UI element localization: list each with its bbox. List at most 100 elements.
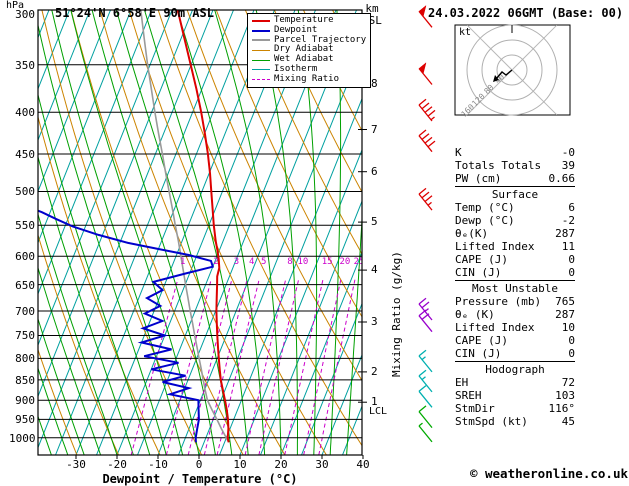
wind-barb <box>418 187 433 211</box>
stat-label: Dewp (°C) <box>455 214 515 227</box>
pressure-tick-label: 450 <box>15 148 35 162</box>
legend-label: Wet Adiabat <box>274 54 334 65</box>
stat-label: StmDir <box>455 402 495 415</box>
stat-value: 0 <box>568 334 575 347</box>
stat-label: Temp (°C) <box>455 201 515 214</box>
temp-axis-label: Dewpoint / Temperature (°C) <box>102 472 298 486</box>
stats-section: Hodograph EH 72 SREH 103 StmDir 116° StmSpd (kt… <box>455 361 575 428</box>
km-tick-label: 2 <box>371 364 378 378</box>
legend-item-mixing-ratio: Mixing Ratio <box>252 73 366 85</box>
stat-value: -2 <box>561 214 575 227</box>
stat-value: 0 <box>568 347 575 360</box>
stat-value: 72 <box>561 376 575 389</box>
pressure-tick-label: 950 <box>15 413 35 427</box>
km-tick-label: 5 <box>371 215 378 229</box>
legend-item-wet-adiabat: Wet Adiabat <box>252 54 366 65</box>
stat-row: Lifted Index 10 <box>455 321 575 334</box>
stat-label: θₑ(K) <box>455 227 489 240</box>
pressure-tick-label: 650 <box>15 278 35 292</box>
km-tick-label: 6 <box>371 164 378 178</box>
mixing-ratio-value-label: 15 <box>322 257 333 267</box>
stat-row: Temp (°C) 6 <box>455 201 575 214</box>
temp-tick-label: 0 <box>195 458 203 471</box>
km-tick-label: 4 <box>371 263 378 277</box>
stat-label: K <box>455 146 462 159</box>
mixing-ratio-value-label: 10 <box>297 257 308 267</box>
stat-row: Dewp (°C) -2 <box>455 214 575 227</box>
legend-swatch <box>252 79 270 81</box>
legend-label: Isotherm <box>274 63 318 74</box>
hodograph-kt-label: kt <box>459 27 472 38</box>
mixing-ratio-value-label: 8 <box>287 257 292 267</box>
stat-label: Pressure (mb) <box>455 295 542 308</box>
profiles: 1 2 3 4 5 8 10 15 20 25 <box>38 10 362 443</box>
stat-value: 287 <box>555 308 575 321</box>
legend-label: Temperature <box>274 15 334 25</box>
legend-swatch <box>252 29 270 32</box>
stat-row: EH 72 <box>455 376 575 389</box>
stat-value: 10 <box>561 321 575 334</box>
wind-barb <box>418 422 433 443</box>
stat-label: PW (cm) <box>455 172 502 185</box>
wind-barb <box>418 369 433 393</box>
stat-label: Lifted Index <box>455 240 535 253</box>
stat-label: CIN (J) <box>455 266 502 279</box>
pressure-tick-label: 750 <box>15 329 35 343</box>
stat-row: StmDir 116° <box>455 402 575 415</box>
legend-item-dewpoint: Dewpoint <box>252 24 366 36</box>
stat-row: CAPE (J) 0 <box>455 253 575 266</box>
legend-label: Mixing Ratio <box>274 73 340 84</box>
wet-adiabat-lines <box>38 10 362 455</box>
stat-label: StmSpd (kt) <box>455 415 528 428</box>
wind-barb <box>418 405 433 429</box>
km-tick-label: 7 <box>371 122 378 136</box>
temperature-curve <box>176 10 230 443</box>
km-unit-label: km <box>365 2 379 15</box>
wind-barb <box>418 62 433 85</box>
stat-label: EH <box>455 376 469 389</box>
copyright-text: © weatheronline.co.uk <box>469 466 628 481</box>
wind-barb <box>418 349 433 373</box>
wind-barb <box>418 4 433 28</box>
stat-value: 103 <box>555 389 575 402</box>
mixing-ratio-value-label: 20 <box>339 257 350 267</box>
parcel-trajectory-curve <box>140 10 230 443</box>
dry-adiabat-lines <box>38 10 362 455</box>
stat-row: StmSpd (kt) 45 <box>455 415 575 428</box>
pressure-tick-label: 400 <box>15 106 35 120</box>
pressure-tick-label: 350 <box>15 58 35 72</box>
stat-row: SREH 103 <box>455 389 575 402</box>
legend-label: Parcel Trajectory <box>274 34 367 45</box>
legend-swatch <box>252 69 270 71</box>
temp-tick-marks <box>75 455 364 459</box>
legend-item-parcel-trajectory: Parcel Trajectory <box>252 34 367 46</box>
legend: Temperature Dewpoint Parcel Trajectory Dry … <box>247 13 371 88</box>
hodograph-trace-arrowhead <box>493 75 499 82</box>
stat-row: K -0 <box>455 146 575 159</box>
stat-value: 287 <box>555 227 575 240</box>
temp-tick-label: 40 <box>356 458 370 471</box>
stats-panel: K -0 Totals Totals 39 PW (cm) 0.66 Surface Temp… <box>455 146 575 428</box>
stats-section-header: Most Unstable <box>471 282 559 295</box>
stat-value: 0 <box>568 266 575 279</box>
legend-label: Dewpoint <box>274 24 318 35</box>
background-grid <box>38 10 362 455</box>
wind-barb <box>418 309 433 333</box>
mixing-ratio-value-label: 5 <box>261 257 266 267</box>
stat-row: Pressure (mb) 765 <box>455 295 575 308</box>
legend-swatch <box>252 49 270 51</box>
stats-section: Most Unstable Pressure (mb) 765 θₑ (K) 287 Li… <box>455 280 575 360</box>
station-title: 51°24'N 6°58'E 90m ASL <box>55 6 214 20</box>
wind-barb <box>418 385 433 408</box>
legend-item-temperature: Temperature <box>252 15 366 26</box>
stat-row: CIN (J) 0 <box>455 266 575 279</box>
stat-label: CAPE (J) <box>455 253 508 266</box>
legend-swatch <box>252 39 270 42</box>
lcl-label: LCL <box>369 405 388 417</box>
stat-value: -0 <box>561 146 575 159</box>
stat-row: θₑ(K) 287 <box>455 227 575 240</box>
stat-label: θₑ (K) <box>455 308 495 321</box>
